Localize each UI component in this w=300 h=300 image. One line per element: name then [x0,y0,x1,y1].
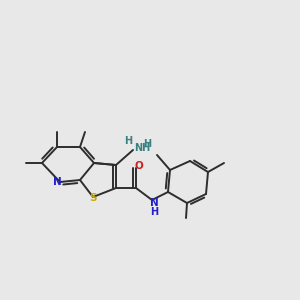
Text: H: H [150,207,158,217]
Text: NH: NH [134,143,150,153]
Text: N: N [150,198,158,208]
Text: N: N [52,177,62,187]
Text: H: H [143,139,151,149]
Text: O: O [135,161,143,171]
Text: H: H [124,136,132,146]
Text: S: S [89,193,97,203]
